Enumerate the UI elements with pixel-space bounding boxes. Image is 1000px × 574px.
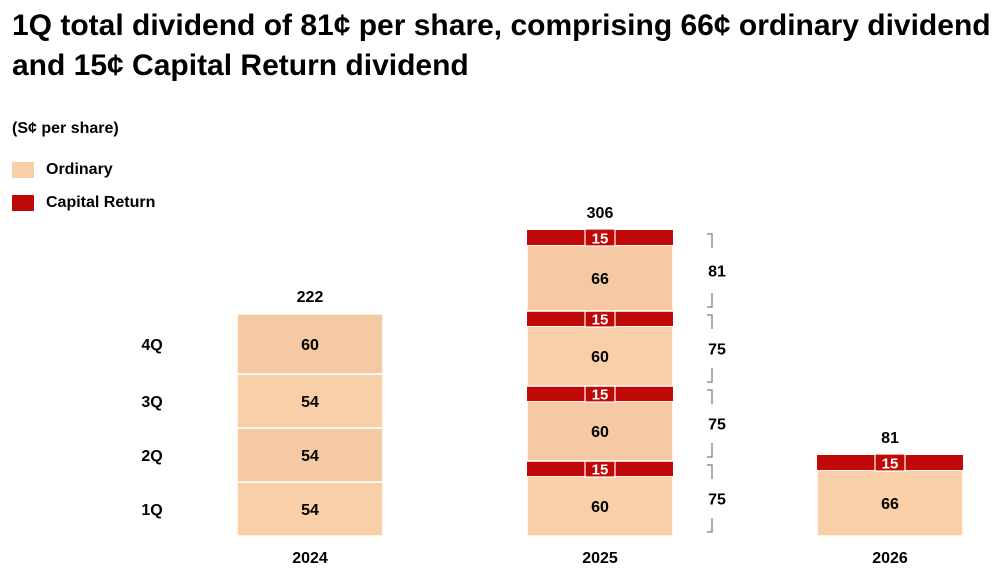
segment-label-2025-4q: 66 <box>591 271 609 288</box>
quarter-total-label-2025-2q: 75 <box>708 417 726 434</box>
segment-label-2025-1q: 60 <box>591 499 609 516</box>
bar-segment-ordinary-2024-3q <box>236 373 384 429</box>
chart-title: 1Q total dividend of 81¢ per share, comp… <box>12 9 991 82</box>
x-tick-label-2024: 2024 <box>292 550 328 567</box>
capital-return-label-2025-4q: 15 <box>592 231 609 248</box>
segment-label-2025-3q: 60 <box>591 349 609 366</box>
bracket-2025-1q <box>707 464 713 533</box>
quarter-total-label-2025-4q: 81 <box>708 264 726 281</box>
capital-return-label-box-2025-4q <box>584 228 616 247</box>
legend-swatch-ordinary <box>12 162 34 178</box>
bar-segment-ordinary-2024-2q <box>236 427 384 483</box>
capital-return-label-2026-1q: 15 <box>882 456 899 473</box>
capital-return-label-2025-1q: 15 <box>592 462 609 479</box>
legend-label-ordinary: Ordinary <box>46 161 113 178</box>
legend-item-capital-return: Capital Return <box>12 193 155 213</box>
x-tick-label-2025: 2025 <box>582 550 618 567</box>
bracket-2025-4q <box>707 233 713 308</box>
legend-swatch-capital-return <box>12 195 34 211</box>
legend-item-ordinary: Ordinary <box>12 160 113 180</box>
segment-label-2024-3q: 54 <box>301 394 319 411</box>
total-label-2026: 81 <box>881 430 899 447</box>
legend-label-capital-return: Capital Return <box>46 194 156 211</box>
bar-segment-ordinary-2025-1q <box>526 475 674 537</box>
x-tick-label-2026: 2026 <box>872 550 908 567</box>
bracket-2025-2q <box>707 389 713 458</box>
segment-label-2024-1q: 54 <box>301 502 319 519</box>
bar-segment-ordinary-2025-4q <box>526 244 674 312</box>
bar-segment-ordinary-2026-1q <box>816 469 964 537</box>
segment-label-2024-4q: 60 <box>301 337 319 354</box>
capital-return-label-2025-3q: 15 <box>592 312 609 329</box>
bar-segment-ordinary-2024-4q <box>236 313 384 375</box>
bracket-2025-3q <box>707 314 713 383</box>
capital-return-label-2025-2q: 15 <box>592 387 609 404</box>
segment-label-2026-1q: 66 <box>881 496 899 513</box>
capital-return-label-box-2026-1q <box>874 453 906 472</box>
quarter-label-3q: 3Q <box>141 394 162 411</box>
bar-segment-ordinary-2024-1q <box>236 481 384 537</box>
quarter-label-1q: 1Q <box>141 502 162 519</box>
quarter-total-label-2025-3q: 75 <box>708 342 726 359</box>
unit-label: (S¢ per share) <box>12 120 119 137</box>
segment-label-2025-2q: 60 <box>591 424 609 441</box>
total-label-2025: 306 <box>587 205 614 222</box>
quarter-label-2q: 2Q <box>141 448 162 465</box>
quarter-total-label-2025-1q: 75 <box>708 492 726 509</box>
segment-label-2024-2q: 54 <box>301 448 319 465</box>
quarter-label-4q: 4Q <box>141 337 162 354</box>
total-label-2024: 222 <box>297 289 324 306</box>
bar-segment-ordinary-2025-3q <box>526 325 674 387</box>
bar-segment-ordinary-2025-2q <box>526 400 674 462</box>
